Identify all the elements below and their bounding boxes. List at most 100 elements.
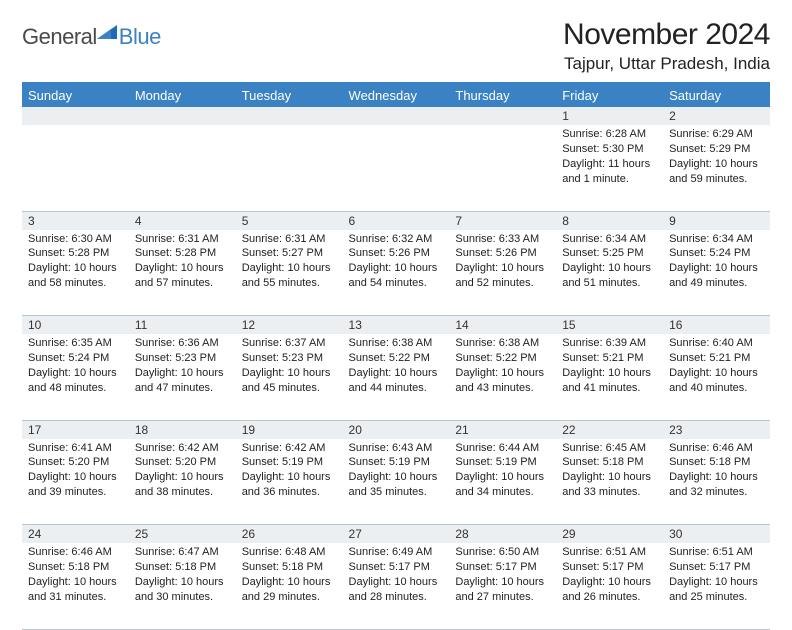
day-cell: [343, 125, 450, 211]
day-number: 16: [663, 316, 770, 335]
day-cell: Sunrise: 6:31 AMSunset: 5:28 PMDaylight:…: [129, 230, 236, 316]
sunset-line: Sunset: 5:23 PM: [135, 351, 230, 366]
day-number: 24: [22, 525, 129, 544]
day-cell-content: Sunrise: 6:34 AMSunset: 5:25 PMDaylight:…: [556, 230, 663, 295]
sunset-line: Sunset: 5:27 PM: [242, 246, 337, 261]
day-cell: Sunrise: 6:51 AMSunset: 5:17 PMDaylight:…: [556, 543, 663, 629]
day-number: 18: [129, 420, 236, 439]
sunset-line: Sunset: 5:17 PM: [349, 560, 444, 575]
sunrise-line: Sunrise: 6:51 AM: [562, 545, 657, 560]
logo-text-general: General: [22, 24, 97, 50]
daylight-line: Daylight: 10 hours and 32 minutes.: [669, 470, 764, 500]
sunset-line: Sunset: 5:19 PM: [242, 455, 337, 470]
day-cell: Sunrise: 6:35 AMSunset: 5:24 PMDaylight:…: [22, 334, 129, 420]
daylight-line: Daylight: 10 hours and 54 minutes.: [349, 261, 444, 291]
sunset-line: Sunset: 5:20 PM: [28, 455, 123, 470]
sunset-line: Sunset: 5:18 PM: [242, 560, 337, 575]
day-cell-content: Sunrise: 6:30 AMSunset: 5:28 PMDaylight:…: [22, 230, 129, 295]
day-cell: Sunrise: 6:38 AMSunset: 5:22 PMDaylight:…: [343, 334, 450, 420]
day-cell-content: Sunrise: 6:41 AMSunset: 5:20 PMDaylight:…: [22, 439, 129, 504]
sunset-line: Sunset: 5:17 PM: [669, 560, 764, 575]
day-number: 17: [22, 420, 129, 439]
day-cell: Sunrise: 6:34 AMSunset: 5:24 PMDaylight:…: [663, 230, 770, 316]
day-cell: Sunrise: 6:28 AMSunset: 5:30 PMDaylight:…: [556, 125, 663, 211]
sunrise-line: Sunrise: 6:47 AM: [135, 545, 230, 560]
day-cell-content: Sunrise: 6:29 AMSunset: 5:29 PMDaylight:…: [663, 125, 770, 190]
day-cell: [236, 125, 343, 211]
daylight-line: Daylight: 10 hours and 59 minutes.: [669, 157, 764, 187]
day-cell-content: Sunrise: 6:38 AMSunset: 5:22 PMDaylight:…: [449, 334, 556, 399]
day-cell-content: Sunrise: 6:47 AMSunset: 5:18 PMDaylight:…: [129, 543, 236, 608]
daylight-line: Daylight: 10 hours and 30 minutes.: [135, 575, 230, 605]
day-cell: Sunrise: 6:41 AMSunset: 5:20 PMDaylight:…: [22, 439, 129, 525]
day-cell: Sunrise: 6:42 AMSunset: 5:19 PMDaylight:…: [236, 439, 343, 525]
day-cell: Sunrise: 6:44 AMSunset: 5:19 PMDaylight:…: [449, 439, 556, 525]
day-cell-content: Sunrise: 6:37 AMSunset: 5:23 PMDaylight:…: [236, 334, 343, 399]
sunrise-line: Sunrise: 6:34 AM: [669, 232, 764, 247]
day-number: 26: [236, 525, 343, 544]
sunset-line: Sunset: 5:21 PM: [669, 351, 764, 366]
sunrise-line: Sunrise: 6:38 AM: [349, 336, 444, 351]
day-cell: Sunrise: 6:51 AMSunset: 5:17 PMDaylight:…: [663, 543, 770, 629]
sunrise-line: Sunrise: 6:41 AM: [28, 441, 123, 456]
sunrise-line: Sunrise: 6:46 AM: [669, 441, 764, 456]
daylight-line: Daylight: 10 hours and 36 minutes.: [242, 470, 337, 500]
daylight-line: Daylight: 10 hours and 33 minutes.: [562, 470, 657, 500]
day-number: 3: [22, 211, 129, 230]
sunrise-line: Sunrise: 6:28 AM: [562, 127, 657, 142]
day-cell: Sunrise: 6:48 AMSunset: 5:18 PMDaylight:…: [236, 543, 343, 629]
sunrise-line: Sunrise: 6:29 AM: [669, 127, 764, 142]
sunset-line: Sunset: 5:24 PM: [28, 351, 123, 366]
day-cell-content: Sunrise: 6:42 AMSunset: 5:19 PMDaylight:…: [236, 439, 343, 504]
sunset-line: Sunset: 5:26 PM: [349, 246, 444, 261]
day-cell: Sunrise: 6:46 AMSunset: 5:18 PMDaylight:…: [22, 543, 129, 629]
sunset-line: Sunset: 5:20 PM: [135, 455, 230, 470]
sunrise-line: Sunrise: 6:32 AM: [349, 232, 444, 247]
day-cell: Sunrise: 6:40 AMSunset: 5:21 PMDaylight:…: [663, 334, 770, 420]
sunset-line: Sunset: 5:17 PM: [455, 560, 550, 575]
day-cell: Sunrise: 6:37 AMSunset: 5:23 PMDaylight:…: [236, 334, 343, 420]
calendar-table: SundayMondayTuesdayWednesdayThursdayFrid…: [22, 82, 770, 630]
day-number: [449, 107, 556, 125]
daylight-line: Daylight: 10 hours and 35 minutes.: [349, 470, 444, 500]
weekday-header: Thursday: [449, 83, 556, 107]
content-row: Sunrise: 6:30 AMSunset: 5:28 PMDaylight:…: [22, 230, 770, 316]
sunset-line: Sunset: 5:30 PM: [562, 142, 657, 157]
day-number: 7: [449, 211, 556, 230]
location: Tajpur, Uttar Pradesh, India: [563, 54, 770, 74]
sunrise-line: Sunrise: 6:42 AM: [242, 441, 337, 456]
day-cell-content: Sunrise: 6:35 AMSunset: 5:24 PMDaylight:…: [22, 334, 129, 399]
content-row: Sunrise: 6:41 AMSunset: 5:20 PMDaylight:…: [22, 439, 770, 525]
daylight-line: Daylight: 10 hours and 58 minutes.: [28, 261, 123, 291]
day-cell-content: Sunrise: 6:45 AMSunset: 5:18 PMDaylight:…: [556, 439, 663, 504]
daylight-line: Daylight: 10 hours and 45 minutes.: [242, 366, 337, 396]
sunrise-line: Sunrise: 6:44 AM: [455, 441, 550, 456]
day-cell-content: Sunrise: 6:50 AMSunset: 5:17 PMDaylight:…: [449, 543, 556, 608]
sunset-line: Sunset: 5:29 PM: [669, 142, 764, 157]
day-cell: Sunrise: 6:34 AMSunset: 5:25 PMDaylight:…: [556, 230, 663, 316]
logo-triangle-icon: [97, 23, 117, 44]
daynum-row: 12: [22, 107, 770, 125]
sunset-line: Sunset: 5:24 PM: [669, 246, 764, 261]
daylight-line: Daylight: 10 hours and 44 minutes.: [349, 366, 444, 396]
day-number: 1: [556, 107, 663, 125]
header: General Blue November 2024 Tajpur, Uttar…: [22, 18, 770, 74]
day-cell-content: Sunrise: 6:38 AMSunset: 5:22 PMDaylight:…: [343, 334, 450, 399]
day-number: 19: [236, 420, 343, 439]
sunset-line: Sunset: 5:19 PM: [455, 455, 550, 470]
sunset-line: Sunset: 5:18 PM: [135, 560, 230, 575]
sunrise-line: Sunrise: 6:40 AM: [669, 336, 764, 351]
day-cell: Sunrise: 6:36 AMSunset: 5:23 PMDaylight:…: [129, 334, 236, 420]
title-block: November 2024 Tajpur, Uttar Pradesh, Ind…: [563, 18, 770, 74]
day-cell: Sunrise: 6:46 AMSunset: 5:18 PMDaylight:…: [663, 439, 770, 525]
sunset-line: Sunset: 5:22 PM: [349, 351, 444, 366]
daylight-line: Daylight: 10 hours and 31 minutes.: [28, 575, 123, 605]
daylight-line: Daylight: 10 hours and 48 minutes.: [28, 366, 123, 396]
sunset-line: Sunset: 5:18 PM: [562, 455, 657, 470]
weekday-header: Friday: [556, 83, 663, 107]
day-cell: [22, 125, 129, 211]
sunrise-line: Sunrise: 6:49 AM: [349, 545, 444, 560]
content-row: Sunrise: 6:46 AMSunset: 5:18 PMDaylight:…: [22, 543, 770, 629]
day-cell-content: Sunrise: 6:28 AMSunset: 5:30 PMDaylight:…: [556, 125, 663, 190]
day-cell-content: Sunrise: 6:46 AMSunset: 5:18 PMDaylight:…: [22, 543, 129, 608]
